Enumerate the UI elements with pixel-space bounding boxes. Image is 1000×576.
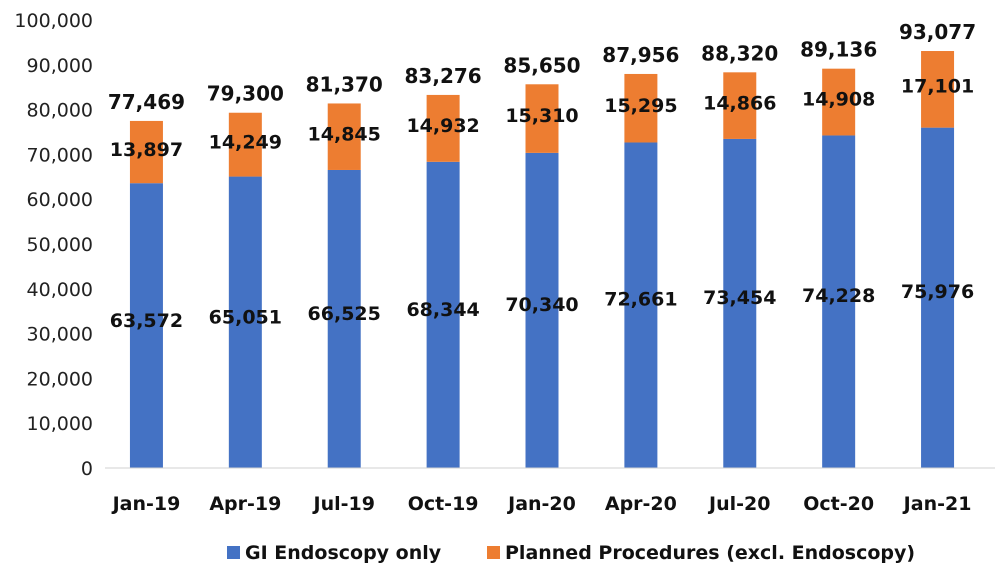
data-label-planned-procedures: 17,101 [901, 75, 974, 97]
total-label: 93,077 [899, 20, 976, 44]
legend-swatch-planned-procedures [487, 546, 500, 559]
x-axis: Jan-19 Apr-19 Jul-19 Oct-19 Jan-20 Apr-20 Jul-… [105, 467, 995, 515]
x-tick-label: Jul-19 [312, 493, 375, 515]
total-label: 79,300 [207, 82, 284, 106]
bar-gi-endoscopy [921, 127, 955, 469]
data-label-gi-endoscopy: 66,525 [308, 303, 381, 325]
bar-gi-endoscopy [624, 142, 658, 469]
bar-gi-endoscopy [426, 161, 460, 468]
bar-gi-endoscopy [723, 138, 757, 468]
y-tick-label: 80,000 [27, 100, 93, 122]
bar-planned-procedures [624, 73, 658, 143]
y-tick-label: 60,000 [27, 189, 93, 211]
y-tick-label: 100,000 [14, 10, 93, 32]
data-label-planned-procedures: 14,845 [308, 123, 381, 145]
total-label: 81,370 [306, 72, 383, 96]
data-label-planned-procedures: 14,866 [703, 92, 776, 114]
data-label-planned-procedures: 14,249 [209, 131, 282, 153]
x-tick-label: Jul-20 [707, 493, 770, 515]
total-label: 85,650 [503, 53, 580, 77]
data-label-gi-endoscopy: 73,454 [703, 287, 776, 309]
x-tick-label: Jan-20 [506, 493, 576, 515]
data-label-planned-procedures: 15,295 [604, 95, 677, 117]
bar-gi-endoscopy [129, 183, 163, 468]
y-tick-label: 50,000 [27, 234, 93, 256]
y-tick-label: 40,000 [27, 279, 93, 301]
legend-label-gi-endoscopy: GI Endoscopy only [245, 542, 442, 564]
y-tick-label: 20,000 [27, 368, 93, 390]
data-label-planned-procedures: 13,897 [110, 139, 183, 161]
total-label: 87,956 [602, 43, 679, 67]
bar-planned-procedures [723, 72, 757, 139]
bar-planned-procedures [228, 112, 262, 177]
x-tick-label: Oct-19 [408, 493, 479, 515]
y-tick-label: 30,000 [27, 324, 93, 346]
total-label: 83,276 [405, 64, 482, 88]
total-label: 77,469 [108, 90, 185, 114]
y-tick-label: 70,000 [27, 144, 93, 166]
legend-label-planned-procedures: Planned Procedures (excl. Endoscopy) [505, 542, 915, 564]
data-label-planned-procedures: 15,310 [505, 105, 578, 127]
data-label-gi-endoscopy: 74,228 [802, 285, 875, 307]
y-tick-label: 0 [81, 458, 93, 480]
bar-planned-procedures [921, 51, 955, 128]
bar-planned-procedures [327, 103, 361, 170]
x-tick-label: Jan-19 [111, 493, 181, 515]
legend-swatch-gi-endoscopy [227, 546, 240, 559]
bar-gi-endoscopy [822, 135, 856, 468]
y-axis: 0 10,000 20,000 30,000 40,000 50,000 60,000 70,… [14, 10, 93, 480]
data-label-gi-endoscopy: 63,572 [110, 310, 183, 332]
y-tick-label: 10,000 [27, 413, 93, 435]
bar-planned-procedures [525, 84, 559, 153]
data-label-gi-endoscopy: 65,051 [209, 306, 282, 328]
x-tick-label: Apr-20 [605, 493, 677, 515]
data-label-planned-procedures: 14,932 [406, 115, 479, 137]
bars: 63,572 13,897 77,469 65,051 14,249 79,300 66,5… [108, 20, 976, 469]
data-label-gi-endoscopy: 70,340 [505, 294, 578, 316]
bar-planned-procedures [822, 68, 856, 136]
x-tick-label: Jan-21 [902, 493, 972, 515]
bar-gi-endoscopy [327, 169, 361, 468]
data-label-gi-endoscopy: 68,344 [406, 299, 479, 321]
x-tick-label: Apr-19 [209, 493, 281, 515]
data-label-gi-endoscopy: 75,976 [901, 281, 974, 303]
total-label: 89,136 [800, 38, 877, 62]
bar-gi-endoscopy [228, 176, 262, 468]
bar-gi-endoscopy [525, 152, 559, 468]
total-label: 88,320 [701, 41, 778, 65]
y-tick-label: 90,000 [27, 55, 93, 77]
data-label-gi-endoscopy: 72,661 [604, 289, 677, 311]
bar-planned-procedures [129, 120, 163, 184]
x-tick-label: Oct-20 [803, 493, 874, 515]
data-label-planned-procedures: 14,908 [802, 89, 875, 111]
bar-planned-procedures [426, 94, 460, 162]
legend: GI Endoscopy only Planned Procedures (exc… [227, 542, 915, 564]
